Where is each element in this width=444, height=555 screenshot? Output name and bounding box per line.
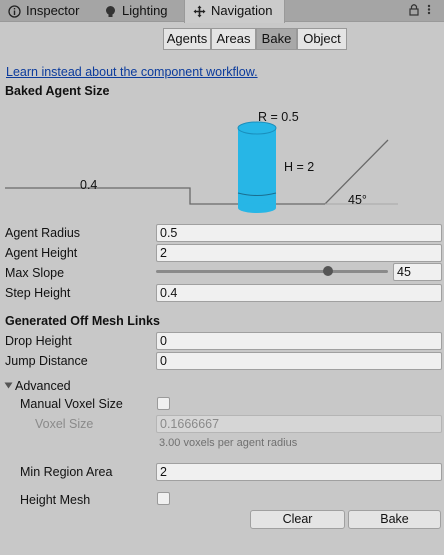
tab-object[interactable]: Object	[297, 28, 347, 50]
navigation-icon	[193, 5, 206, 18]
slope-label: 45°	[348, 193, 367, 207]
agent-radius-label: Agent Radius	[5, 226, 81, 240]
tab-lighting-label: Lighting	[122, 3, 168, 18]
step-height-label: Step Height	[5, 286, 71, 300]
more-menu-icon[interactable]	[427, 3, 431, 16]
agent-step-line	[237, 192, 277, 196]
drop-height-field[interactable]: 0	[156, 332, 442, 350]
tab-agents[interactable]: Agents	[163, 28, 211, 50]
tab-inspector-label: Inspector	[26, 3, 80, 18]
lock-icon[interactable]	[409, 3, 419, 16]
manual-voxel-size-checkbox[interactable]	[157, 397, 170, 410]
height-mesh-label: Height Mesh	[20, 493, 91, 507]
max-slope-slider-thumb[interactable]	[322, 266, 333, 276]
jump-distance-label: Jump Distance	[5, 354, 88, 368]
info-icon	[8, 5, 21, 18]
agent-cylinder-bottom	[238, 203, 276, 213]
bulb-icon	[106, 6, 115, 17]
tab-navigation[interactable]: Navigation	[184, 0, 285, 23]
manual-voxel-size-label: Manual Voxel Size	[20, 397, 123, 411]
tab-navigation-label: Navigation	[211, 3, 273, 18]
jump-distance-field[interactable]: 0	[156, 352, 442, 370]
component-workflow-link[interactable]: Learn instead about the component workfl…	[6, 65, 258, 79]
max-slope-slider-track[interactable]	[156, 270, 388, 273]
bake-button[interactable]: Bake	[348, 510, 441, 529]
foldout-arrow-down-icon	[4, 382, 13, 389]
max-slope-label: Max Slope	[5, 266, 65, 280]
max-slope-field[interactable]: 45	[393, 263, 442, 281]
tab-inspector[interactable]: Inspector	[0, 0, 96, 22]
voxel-size-label: Voxel Size	[35, 417, 94, 431]
agent-size-diagram-svg	[5, 121, 398, 213]
radius-label: R = 0.5	[258, 110, 299, 124]
step-height-field[interactable]: 0.4	[156, 284, 442, 302]
agent-radius-field[interactable]: 0.5	[156, 224, 442, 242]
min-region-area-label: Min Region Area	[20, 465, 113, 479]
height-label: H = 2	[284, 160, 315, 174]
tab-areas[interactable]: Areas	[211, 28, 256, 50]
tab-lighting[interactable]: Lighting	[96, 0, 184, 22]
baked-agent-size-header: Baked Agent Size	[5, 84, 110, 98]
ground-profile-line	[5, 139, 389, 205]
agent-size-diagram: R = 0.5 H = 2 0.4 45°	[0, 100, 444, 220]
clear-button[interactable]: Clear	[250, 510, 345, 529]
window-tab-bar: Inspector Lighting Navigation	[0, 0, 444, 23]
voxel-size-field: 0.1666667	[156, 415, 442, 433]
agent-height-label: Agent Height	[5, 246, 78, 260]
off-mesh-links-header: Generated Off Mesh Links	[5, 314, 160, 328]
voxel-size-hint: 3.00 voxels per agent radius	[159, 437, 298, 449]
agent-height-field[interactable]: 2	[156, 244, 442, 262]
advanced-label: Advanced	[15, 379, 71, 393]
step-label: 0.4	[80, 178, 98, 192]
min-region-area-field[interactable]: 2	[156, 463, 442, 481]
height-mesh-checkbox[interactable]	[157, 492, 170, 505]
drop-height-label: Drop Height	[5, 334, 72, 348]
agent-cylinder-top	[237, 121, 277, 135]
tab-bake[interactable]: Bake	[256, 28, 297, 50]
